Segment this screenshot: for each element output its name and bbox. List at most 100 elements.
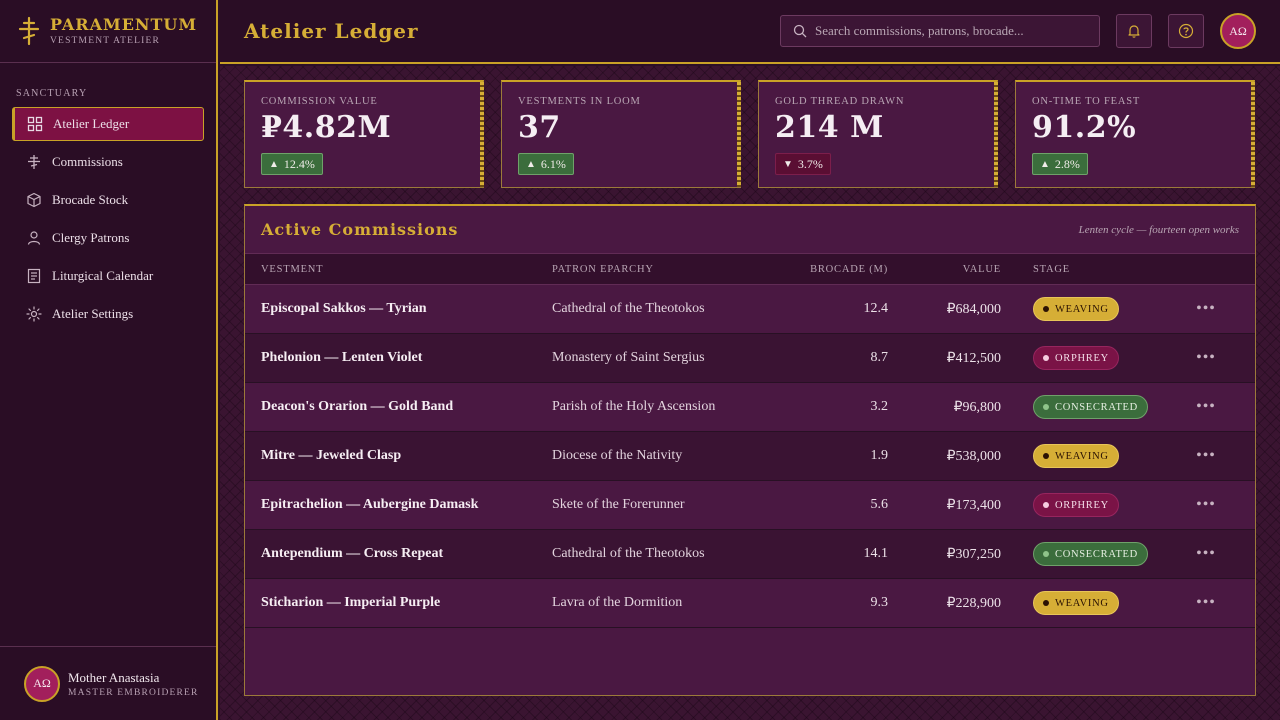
status-badge: CONSECRATED [1033, 395, 1148, 419]
table-row[interactable]: Sticharion — Imperial Purple Lavra of the… [245, 579, 1255, 628]
kpi-value: ₽4.82M [261, 110, 392, 145]
panel-header: Active Commissions Lenten cycle — fourte… [245, 206, 1255, 254]
arrow-up-icon: ▲ [1040, 158, 1050, 170]
status-dot-icon [1043, 404, 1049, 410]
status-dot-icon [1043, 453, 1049, 459]
active-commissions-panel: Active Commissions Lenten cycle — fourte… [244, 204, 1256, 696]
arrow-up-icon: ▲ [269, 158, 279, 170]
orthodox-cross-icon [18, 16, 40, 46]
cell-value: ₽96,800 [953, 399, 1001, 415]
cube-icon [26, 192, 42, 208]
sidebar-item-liturgical-calendar[interactable]: Liturgical Calendar [12, 259, 204, 293]
cell-brocade: 14.1 [863, 546, 889, 561]
kpi-card-on-time-to-feast: ON-TIME TO FEAST 91.2% ▲ 2.8% [1015, 80, 1255, 188]
column-header-brocade[interactable]: BROCADE (M) [810, 263, 888, 275]
sidebar-item-clergy-patrons[interactable]: Clergy Patrons [12, 221, 204, 255]
gear-icon [26, 306, 42, 322]
panel-title: Active Commissions [261, 220, 459, 239]
sidebar-item-atelier-ledger[interactable]: Atelier Ledger [12, 107, 204, 141]
book-icon [26, 268, 42, 284]
sidebar-item-commissions[interactable]: Commissions [12, 145, 204, 179]
status-dot-icon [1043, 600, 1049, 606]
sidebar-item-atelier-settings[interactable]: Atelier Settings [12, 297, 204, 331]
cell-value: ₽173,400 [946, 497, 1001, 513]
cell-patron: Cathedral of the Theotokos [552, 546, 705, 561]
cell-patron: Monastery of Saint Sergius [552, 350, 705, 365]
kpi-label: GOLD THREAD DRAWN [775, 96, 905, 107]
column-header-value[interactable]: VALUE [962, 263, 1001, 275]
cell-vestment: Deacon's Orarion — Gold Band [261, 399, 454, 414]
more-options-button[interactable]: ••• [1196, 300, 1216, 317]
help-icon [1178, 23, 1194, 39]
cell-patron: Skete of the Forerunner [552, 497, 685, 512]
search-input[interactable] [815, 23, 1085, 39]
kpi-card-gold-thread-drawn: GOLD THREAD DRAWN 214 M ▼ 3.7% [758, 80, 998, 188]
kpi-delta-value: 3.7% [797, 156, 823, 171]
cell-value: ₽228,900 [946, 595, 1001, 611]
column-header-stage[interactable]: STAGE [1033, 263, 1070, 275]
cell-stage: WEAVING [1001, 444, 1181, 468]
kpi-label: ON-TIME TO FEAST [1032, 96, 1141, 107]
cell-stage: WEAVING [1001, 297, 1181, 321]
kpi-delta-badge: ▲ 12.4% [261, 153, 323, 175]
main-content: COMMISSION VALUE ₽4.82M ▲ 12.4% VESTMENTS… [220, 66, 1280, 720]
status-badge: ORPHREY [1033, 493, 1119, 517]
status-label: CONSECRATED [1055, 401, 1138, 413]
cell-vestment: Epitrachelion — Aubergine Damask [261, 497, 479, 512]
help-button[interactable] [1168, 14, 1204, 48]
sidebar-item-label: Liturgical Calendar [52, 268, 154, 283]
cell-vestment: Phelonion — Lenten Violet [261, 350, 423, 365]
brand-subtitle: VESTMENT ATELIER [50, 36, 161, 46]
more-options-button[interactable]: ••• [1196, 447, 1216, 464]
status-badge: CONSECRATED [1033, 542, 1148, 566]
table-row[interactable]: Antependium — Cross Repeat Cathedral of t… [245, 530, 1255, 579]
status-badge: ORPHREY [1033, 346, 1119, 370]
top-header: Atelier Ledger ΑΩ [220, 0, 1280, 64]
status-badge: WEAVING [1033, 444, 1119, 468]
cell-vestment: Antependium — Cross Repeat [261, 546, 444, 561]
status-label: WEAVING [1055, 597, 1109, 609]
column-header-patron[interactable]: PATRON EPARCHY [552, 263, 654, 275]
kpi-card-commission-value: COMMISSION VALUE ₽4.82M ▲ 12.4% [244, 80, 484, 188]
user-profile[interactable]: ΑΩ Mother Anastasia MASTER EMBROIDERER [0, 646, 216, 720]
nav-section-label: SANCTUARY [16, 88, 88, 99]
search-bar[interactable] [780, 15, 1100, 47]
cell-vestment: Mitre — Jeweled Clasp [261, 448, 402, 463]
cell-vestment: Sticharion — Imperial Purple [261, 595, 441, 610]
sidebar-nav: Atelier Ledger Commissions Brocade Stock… [0, 107, 216, 331]
cell-value: ₽684,000 [946, 301, 1001, 317]
panel-note: Lenten cycle — fourteen open works [1078, 224, 1239, 236]
header-avatar[interactable]: ΑΩ [1220, 13, 1256, 49]
sidebar-item-label: Clergy Patrons [52, 230, 130, 245]
cell-brocade: 5.6 [870, 497, 889, 512]
sidebar-item-brocade-stock[interactable]: Brocade Stock [12, 183, 204, 217]
column-header-vestment[interactable]: VESTMENT [261, 263, 324, 275]
table-row[interactable]: Mitre — Jeweled Clasp Diocese of the Nati… [245, 432, 1255, 481]
cell-brocade: 12.4 [863, 301, 889, 316]
more-options-button[interactable]: ••• [1196, 496, 1216, 513]
sidebar-item-label: Atelier Settings [52, 306, 134, 321]
kpi-delta-value: 12.4% [283, 156, 315, 171]
table-row[interactable]: Phelonion — Lenten Violet Monastery of Sa… [245, 334, 1255, 383]
arrow-down-icon: ▼ [783, 158, 793, 170]
cell-patron: Diocese of the Nativity [552, 448, 683, 463]
search-icon [793, 24, 807, 38]
sidebar-item-label: Atelier Ledger [53, 116, 130, 131]
table-row[interactable]: Episcopal Sakkos — Tyrian Cathedral of th… [245, 285, 1255, 334]
table-row[interactable]: Epitrachelion — Aubergine Damask Skete of… [245, 481, 1255, 530]
cell-stage: CONSECRATED [1001, 395, 1181, 419]
more-options-button[interactable]: ••• [1196, 349, 1216, 366]
avatar: ΑΩ [24, 665, 60, 702]
status-dot-icon [1043, 355, 1049, 361]
more-options-button[interactable]: ••• [1196, 594, 1216, 611]
notifications-button[interactable] [1116, 14, 1152, 48]
table-row[interactable]: Deacon's Orarion — Gold Band Parish of th… [245, 383, 1255, 432]
cell-brocade: 3.2 [870, 399, 889, 414]
status-label: WEAVING [1055, 303, 1109, 315]
cell-value: ₽412,500 [946, 350, 1001, 366]
cell-stage: ORPHREY [1001, 493, 1181, 517]
kpi-value: 91.2% [1032, 110, 1137, 145]
kpi-delta-badge: ▼ 3.7% [775, 153, 831, 175]
more-options-button[interactable]: ••• [1196, 398, 1216, 415]
more-options-button[interactable]: ••• [1196, 545, 1216, 562]
